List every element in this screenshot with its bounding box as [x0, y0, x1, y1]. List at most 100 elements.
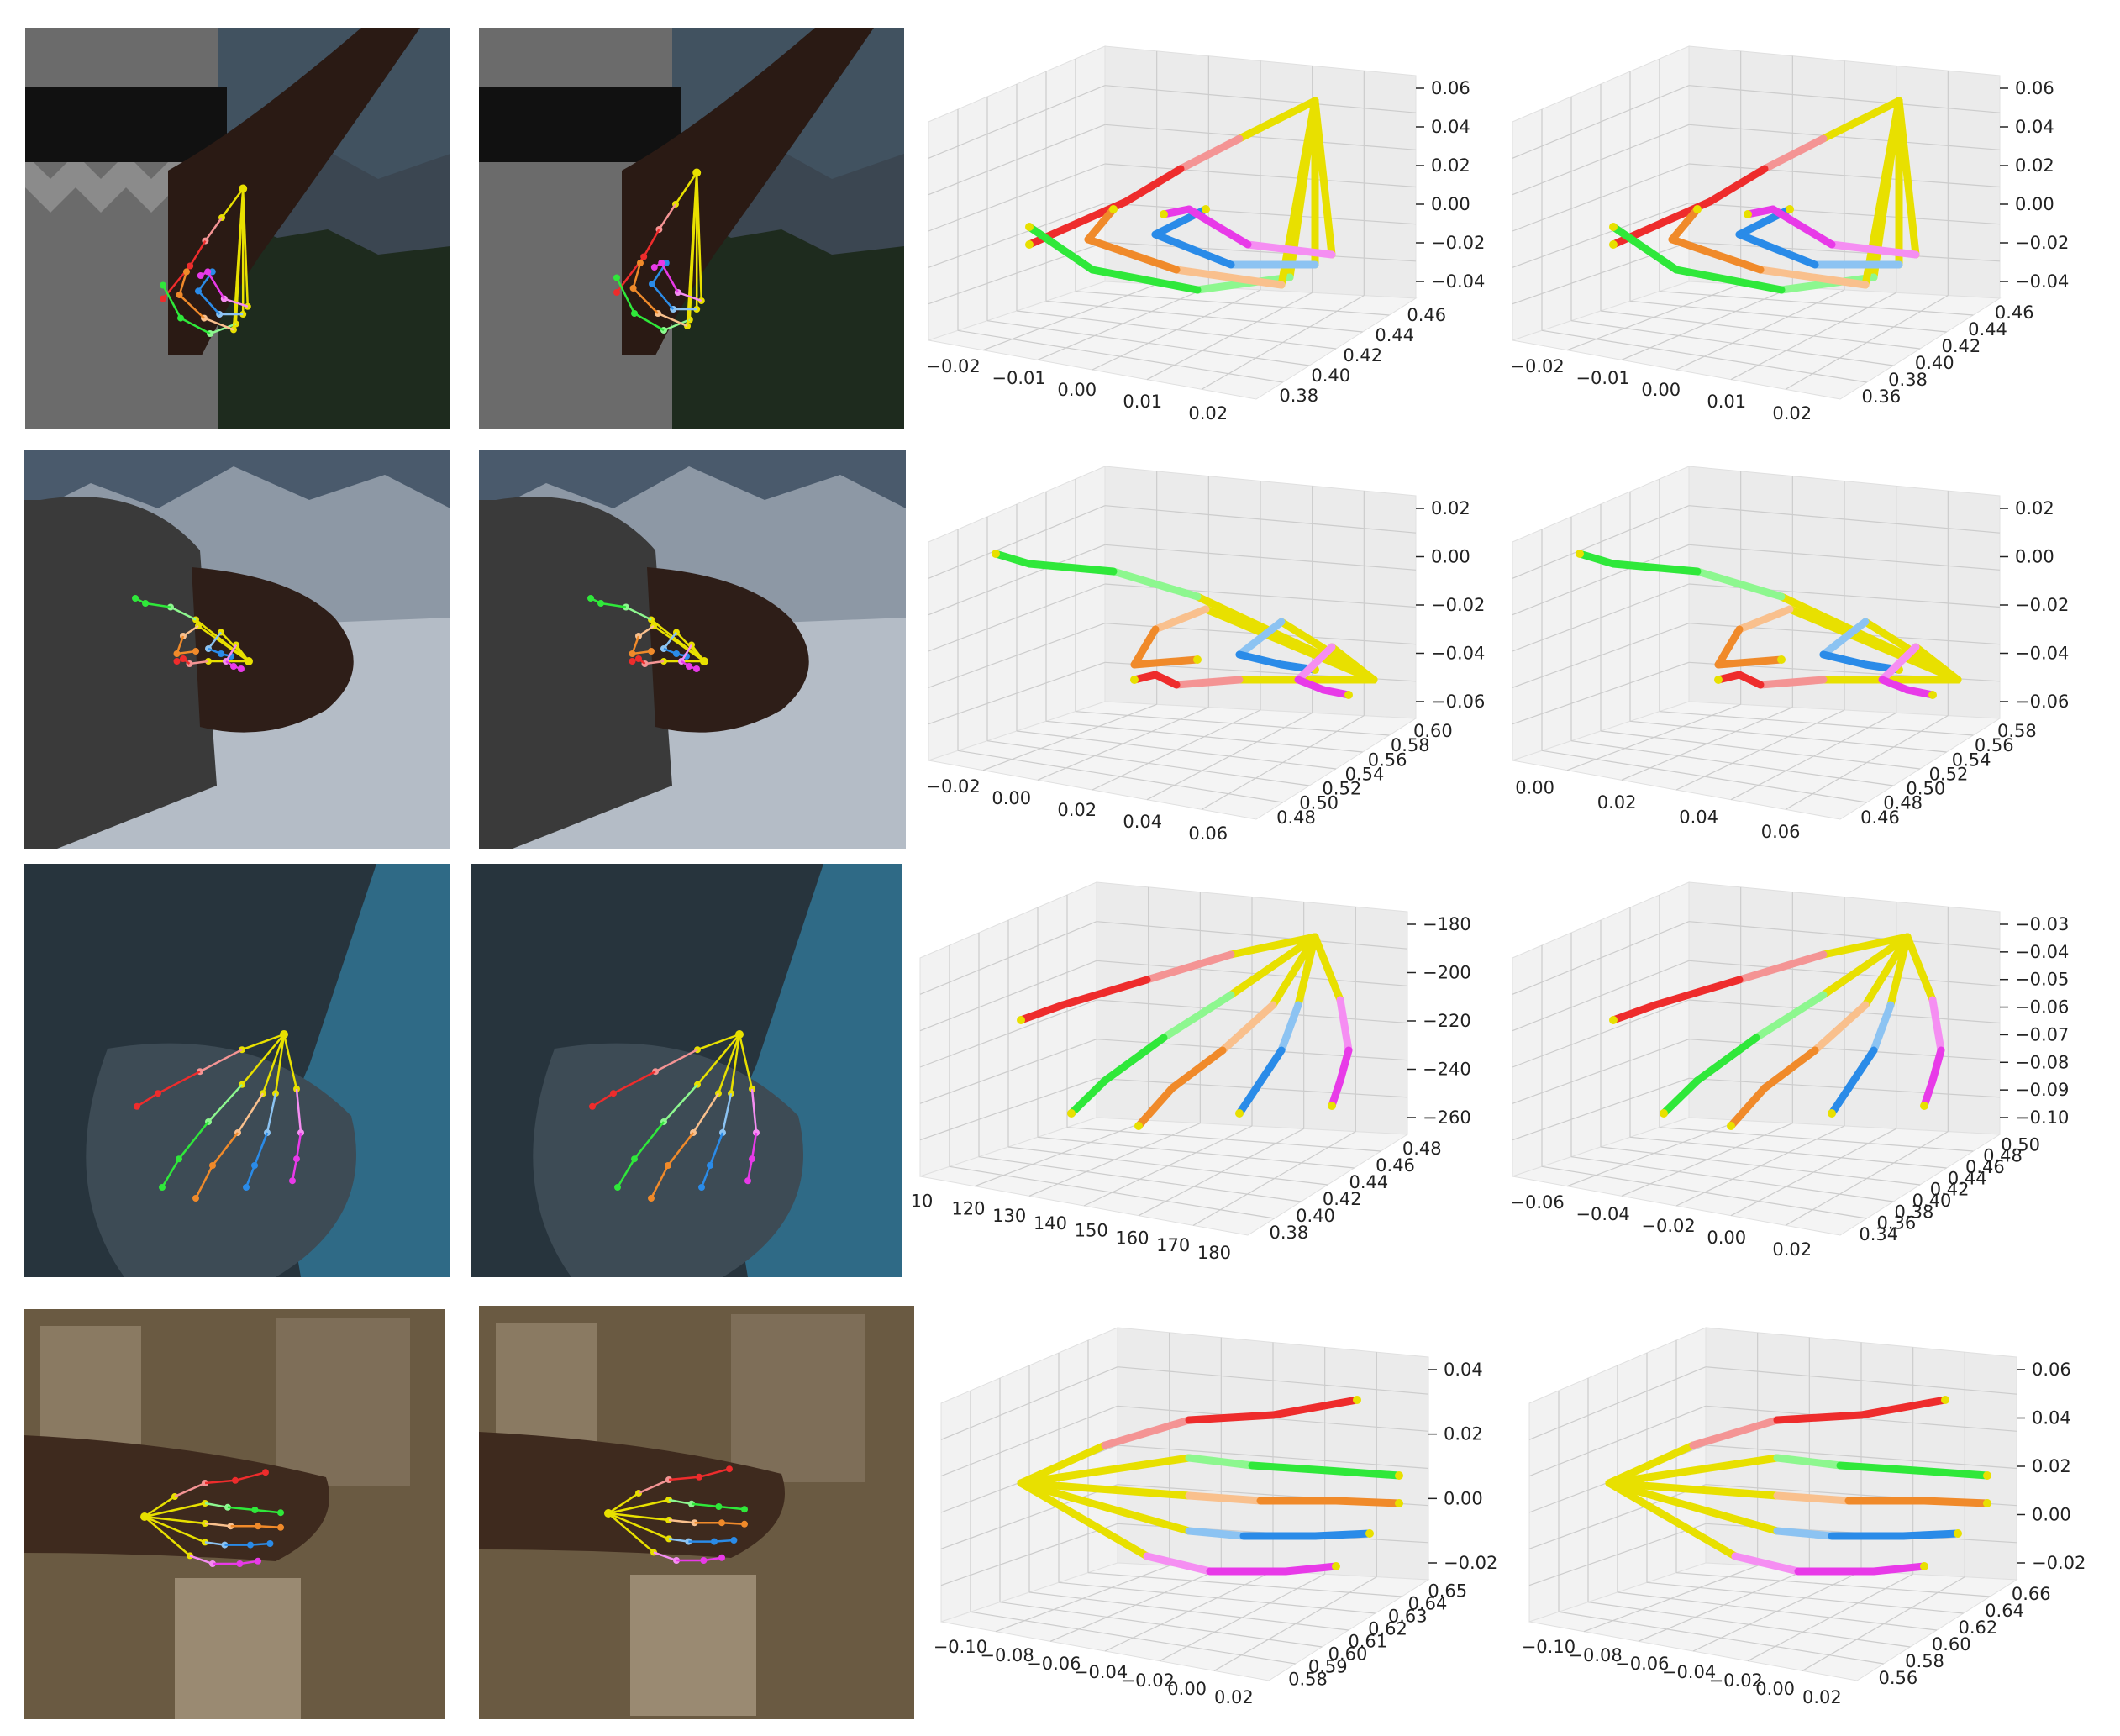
middle-bone-3d: [1218, 1001, 1277, 1055]
pinky-bone: [653, 1551, 677, 1562]
ring-bone-3d: [1828, 1084, 1853, 1118]
middle-bone-3d: [1084, 205, 1118, 244]
x-tick-label: −0.01: [1576, 368, 1629, 388]
thumb-bone: [655, 1049, 698, 1073]
photo-row4-a: [24, 1309, 445, 1719]
pinky-bone-3d: [1185, 205, 1252, 249]
pinky-bone: [677, 291, 702, 302]
index-bone-3d: [1609, 560, 1702, 576]
middle-bone-3d: [1668, 205, 1702, 244]
middle-joint: [192, 648, 199, 655]
x-tick-label: −0.02: [1510, 356, 1564, 376]
x-tick-label: −0.02: [1121, 1670, 1175, 1691]
middle-bone: [721, 1521, 745, 1526]
thumb-bone-3d: [1122, 165, 1185, 206]
x-tick-label: 0.06: [1188, 823, 1228, 844]
x-tick-label: 0.02: [1188, 403, 1228, 423]
pinky-bone-3d: [1160, 205, 1193, 218]
z-tick-label: 0.00: [1444, 1488, 1483, 1508]
middle-joint: [718, 1519, 725, 1527]
pinky-bone-3d: [1311, 933, 1344, 1004]
middle-bone: [197, 624, 250, 663]
pinky-bone: [224, 297, 249, 308]
hand-keypoint-overlay: [613, 168, 705, 334]
x-tick-label: 0.02: [1802, 1687, 1842, 1707]
x-tick-label: 0.02: [1772, 1239, 1812, 1260]
index-bone-3d: [1185, 1454, 1256, 1470]
index-bone-3d: [1836, 1461, 1920, 1475]
index-joint: [613, 274, 620, 281]
index-bone-3d: [1323, 1466, 1403, 1480]
z-tick-label: 0.06: [1431, 78, 1470, 98]
hand-3d-plot-row1-b: 0.06 0.04 0.02 0.00 −0.02 −0.04 −0.02 −0.01 0.00…: [1510, 45, 2069, 423]
middle-bone-3d: [1172, 266, 1286, 289]
thumb-joint: [262, 1469, 269, 1476]
ring-joint: [728, 1090, 734, 1097]
middle-bone: [657, 312, 688, 328]
ring-bone: [608, 1512, 670, 1540]
pinky-bone-3d: [1336, 1046, 1353, 1085]
z-tick-label: −0.03: [2015, 914, 2069, 934]
grid-line: [928, 241, 1106, 305]
thumb-bone-3d: [1609, 1001, 1660, 1024]
wrist-joint: [700, 657, 708, 665]
x-tick-label: 0.02: [1214, 1687, 1254, 1707]
y-tick-label: 0.64: [1408, 1594, 1448, 1614]
grid-lines: [928, 471, 1417, 810]
y-tick-label: 0.46: [1407, 305, 1446, 325]
middle-joint: [648, 648, 655, 655]
y-tick-label: 0.38: [1895, 1202, 1934, 1222]
hand-skeleton-3d: [1609, 97, 1920, 294]
x-tick-label: 0.02: [1597, 792, 1637, 813]
thumb-bone: [204, 217, 224, 242]
thumb-bone: [220, 187, 245, 218]
thumb-tip-3d: [1941, 1396, 1949, 1404]
middle-bone-3d: [1185, 1491, 1265, 1505]
ring-tip-3d: [1235, 1109, 1244, 1118]
middle-joint: [648, 1195, 655, 1202]
z-tick-label: −0.04: [2015, 644, 2069, 664]
middle-bone: [632, 262, 642, 289]
index-bone: [170, 606, 197, 621]
index-bone-3d: [992, 550, 1034, 568]
thumb-bone: [613, 1071, 656, 1095]
y-tick-label: 0.44: [1948, 1168, 1987, 1188]
z-tick-label: 0.00: [1431, 547, 1470, 567]
middle-bone-3d: [1605, 1479, 1781, 1500]
middle-joint: [192, 1195, 199, 1202]
middle-bone-3d: [1811, 1001, 1870, 1055]
middle-bone: [692, 1092, 720, 1134]
pinky-bone: [189, 1555, 213, 1565]
index-bone: [691, 1502, 719, 1508]
photo-row2-b: [479, 450, 906, 849]
ring-joint: [208, 268, 216, 276]
x-tick-label: −0.04: [1074, 1662, 1128, 1682]
z-tick-label: −0.04: [2015, 942, 2069, 962]
middle-joint: [741, 1520, 748, 1528]
middle-bone-3d: [1760, 1046, 1819, 1092]
grid-line: [1192, 1131, 1356, 1226]
hand-skeleton-3d: [1017, 933, 1353, 1130]
photo-row3-b: [471, 864, 902, 1277]
x-tick-label: 0.06: [1761, 822, 1801, 842]
hand-keypoint-overlay: [140, 1469, 284, 1567]
y-tick-label: 0.60: [1932, 1634, 1971, 1654]
pinky-bone: [241, 188, 250, 307]
ring-bone-3d: [1235, 618, 1286, 659]
wrist-joint: [245, 657, 253, 665]
ring-joint: [662, 260, 670, 266]
thumb-bone-3d: [1235, 97, 1319, 143]
middle-bone-3d: [1084, 235, 1181, 274]
y-tick-label: 0.56: [1975, 735, 2014, 755]
pinky-bone: [750, 1088, 758, 1134]
index-bone-3d: [1912, 1466, 1991, 1480]
pinky-bone-3d: [1878, 676, 1912, 694]
x-tick-label: 0.02: [1057, 800, 1097, 820]
x-tick-label: 0.04: [1123, 812, 1162, 832]
z-tick-label: 0.04: [1444, 1360, 1483, 1380]
x-tick-label: 0.02: [1772, 403, 1812, 423]
thumb-tip-3d: [1130, 676, 1139, 684]
pinky-joint: [289, 1177, 296, 1185]
middle-bone-3d: [1202, 605, 1378, 684]
pinky-bone-3d: [1244, 240, 1336, 259]
